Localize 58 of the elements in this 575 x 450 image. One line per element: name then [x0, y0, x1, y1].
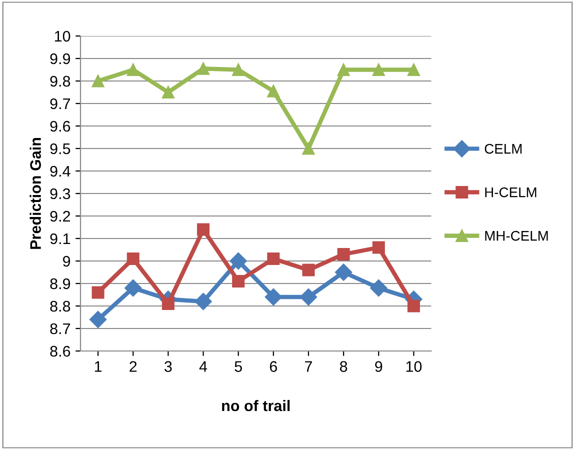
- point: [197, 62, 210, 75]
- x-tick-label: 2: [130, 361, 137, 372]
- x-tick-label: 6: [270, 361, 277, 372]
- point: [264, 288, 282, 306]
- y-tick-label: 9.2: [50, 210, 70, 222]
- point: [126, 63, 140, 76]
- y-tick-label: 8.8: [50, 300, 70, 312]
- point: [89, 310, 107, 328]
- x-tick-label: 4: [199, 361, 208, 372]
- x-tick-label: 5: [234, 361, 242, 372]
- y-tick-label: 8.9: [50, 278, 70, 290]
- legend-label: CELM: [484, 144, 522, 154]
- y-tick-label: 9.4: [50, 166, 70, 177]
- point: [267, 252, 280, 265]
- point: [126, 252, 140, 265]
- point: [197, 223, 210, 236]
- x-tick-label: 3: [164, 361, 172, 372]
- y-tick-label: 9.6: [50, 120, 70, 132]
- y-tick-label: 9.3: [50, 188, 70, 200]
- point: [124, 279, 142, 297]
- point: [337, 248, 350, 260]
- y-tick-label: 8.7: [50, 323, 70, 334]
- x-tick-label: 7: [305, 361, 312, 372]
- point: [372, 63, 385, 76]
- x-tick-label: 10: [406, 361, 422, 372]
- point: [162, 86, 174, 98]
- point: [92, 74, 104, 88]
- y-tick-label: 8.6: [50, 346, 70, 357]
- point: [232, 63, 245, 76]
- y-axis-title: Prediction Gain: [30, 138, 41, 249]
- x-tick-label: 1: [94, 361, 102, 372]
- x-tick-label: 8: [340, 361, 348, 372]
- point: [92, 286, 104, 299]
- point: [407, 63, 420, 76]
- x-axis-title: no of trail: [222, 400, 290, 412]
- point: [370, 279, 388, 297]
- point: [337, 63, 350, 76]
- point: [300, 288, 318, 306]
- y-tick-label: 10: [54, 30, 70, 42]
- y-tick-label: 9.8: [50, 76, 70, 87]
- x-tick-label: 9: [375, 361, 382, 372]
- point: [267, 84, 280, 98]
- point: [232, 275, 245, 288]
- point: [162, 298, 174, 310]
- y-tick-label: 9.7: [50, 98, 70, 110]
- legend-label: H-CELM: [485, 187, 536, 198]
- point: [194, 292, 212, 310]
- legend-label: MH-CELM: [485, 230, 548, 241]
- point: [335, 264, 352, 281]
- point: [302, 142, 315, 155]
- y-tick-label: 9.5: [50, 143, 70, 154]
- point: [302, 264, 315, 276]
- y-tick-label: 9.9: [50, 53, 70, 64]
- point: [230, 252, 247, 270]
- point: [407, 300, 420, 312]
- point: [372, 241, 385, 254]
- y-tick-label: 9: [63, 256, 70, 267]
- y-tick-label: 9.1: [50, 233, 70, 244]
